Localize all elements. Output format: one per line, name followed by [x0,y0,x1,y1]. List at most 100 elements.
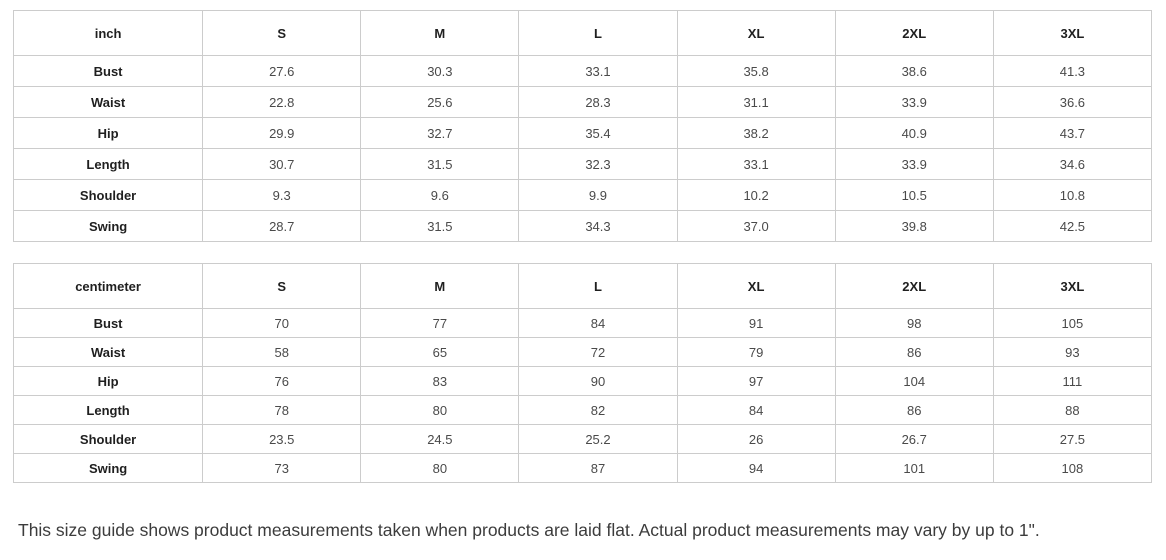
value-cell: 90 [518,366,678,396]
size-table-header-row: centimeter S M L XL 2XL 3XL [12,263,1153,309]
value-cell: 25.6 [360,86,520,118]
table-row: Waist 22.8 25.6 28.3 31.1 33.9 36.6 [12,86,1153,118]
value-cell: 83 [360,366,520,396]
value-cell: 27.5 [992,424,1153,454]
value-cell: 111 [992,366,1153,396]
table-row: Shoulder 9.3 9.6 9.9 10.2 10.5 10.8 [12,179,1153,211]
row-label-cell: Bust [12,55,204,87]
value-cell: 33.9 [834,86,994,118]
value-cell: 9.3 [202,179,362,211]
value-cell: 10.8 [992,179,1153,211]
value-cell: 37.0 [676,210,836,242]
value-cell: 9.6 [360,179,520,211]
value-cell: 101 [834,453,994,483]
value-cell: 36.6 [992,86,1153,118]
value-cell: 9.9 [518,179,678,211]
value-cell: 34.6 [992,148,1153,180]
size-col-header: L [518,263,678,309]
value-cell: 31.5 [360,148,520,180]
value-cell: 78 [202,395,362,425]
row-label-cell: Swing [12,453,204,483]
value-cell: 35.4 [518,117,678,149]
table-row: Shoulder 23.5 24.5 25.2 26 26.7 27.5 [12,424,1153,454]
value-cell: 40.9 [834,117,994,149]
table-row: Bust 70 77 84 91 98 105 [12,308,1153,338]
table-row: Swing 28.7 31.5 34.3 37.0 39.8 42.5 [12,210,1153,242]
row-label-cell: Waist [12,337,204,367]
value-cell: 26 [676,424,836,454]
value-cell: 94 [676,453,836,483]
value-cell: 80 [360,395,520,425]
value-cell: 32.7 [360,117,520,149]
value-cell: 43.7 [992,117,1153,149]
size-col-header: L [518,10,678,56]
table-row: Bust 27.6 30.3 33.1 35.8 38.6 41.3 [12,55,1153,87]
value-cell: 38.2 [676,117,836,149]
value-cell: 34.3 [518,210,678,242]
row-label-cell: Hip [12,117,204,149]
value-cell: 93 [992,337,1153,367]
row-label-cell: Waist [12,86,204,118]
table-row: Hip 29.9 32.7 35.4 38.2 40.9 43.7 [12,117,1153,149]
table-row: Swing 73 80 87 94 101 108 [12,453,1153,483]
row-label-cell: Length [12,395,204,425]
size-guide-note: This size guide shows product measuremen… [18,520,1040,540]
value-cell: 39.8 [834,210,994,242]
value-cell: 58 [202,337,362,367]
value-cell: 28.3 [518,86,678,118]
value-cell: 70 [202,308,362,338]
value-cell: 41.3 [992,55,1153,87]
size-col-header: S [202,263,362,309]
row-label-cell: Shoulder [12,179,204,211]
table-row: Hip 76 83 90 97 104 111 [12,366,1153,396]
value-cell: 31.1 [676,86,836,118]
table-row: Waist 58 65 72 79 86 93 [12,337,1153,367]
value-cell: 105 [992,308,1153,338]
size-col-header: 2XL [834,263,994,309]
value-cell: 33.1 [676,148,836,180]
value-cell: 108 [992,453,1153,483]
value-cell: 73 [202,453,362,483]
value-cell: 65 [360,337,520,367]
value-cell: 38.6 [834,55,994,87]
value-cell: 76 [202,366,362,396]
size-col-header: XL [676,10,836,56]
size-col-header: 2XL [834,10,994,56]
value-cell: 91 [676,308,836,338]
value-cell: 104 [834,366,994,396]
row-label-cell: Shoulder [12,424,204,454]
value-cell: 82 [518,395,678,425]
value-cell: 84 [676,395,836,425]
value-cell: 88 [992,395,1153,425]
size-table-header-row: inch S M L XL 2XL 3XL [12,10,1153,56]
value-cell: 27.6 [202,55,362,87]
table-row: Length 30.7 31.5 32.3 33.1 33.9 34.6 [12,148,1153,180]
size-table: centimeter S M L XL 2XL 3XL Bust 70 77 84 91 98 105… [12,263,1153,483]
value-cell: 98 [834,308,994,338]
value-cell: 25.2 [518,424,678,454]
value-cell: 77 [360,308,520,338]
row-label-cell: Hip [12,366,204,396]
value-cell: 28.7 [202,210,362,242]
value-cell: 86 [834,337,994,367]
value-cell: 32.3 [518,148,678,180]
value-cell: 23.5 [202,424,362,454]
value-cell: 24.5 [360,424,520,454]
value-cell: 33.9 [834,148,994,180]
value-cell: 97 [676,366,836,396]
table-row: Length 78 80 82 84 86 88 [12,395,1153,425]
size-col-header: M [360,10,520,56]
value-cell: 10.2 [676,179,836,211]
value-cell: 33.1 [518,55,678,87]
value-cell: 42.5 [992,210,1153,242]
size-tables-container: inch S M L XL 2XL 3XL Bust 27.6 30.3 33.1 35.8 38.… [12,10,1153,483]
row-label-cell: Length [12,148,204,180]
value-cell: 35.8 [676,55,836,87]
value-cell: 87 [518,453,678,483]
row-label-cell: Bust [12,308,204,338]
value-cell: 84 [518,308,678,338]
size-col-header: 3XL [992,10,1153,56]
value-cell: 26.7 [834,424,994,454]
size-col-header: 3XL [992,263,1153,309]
